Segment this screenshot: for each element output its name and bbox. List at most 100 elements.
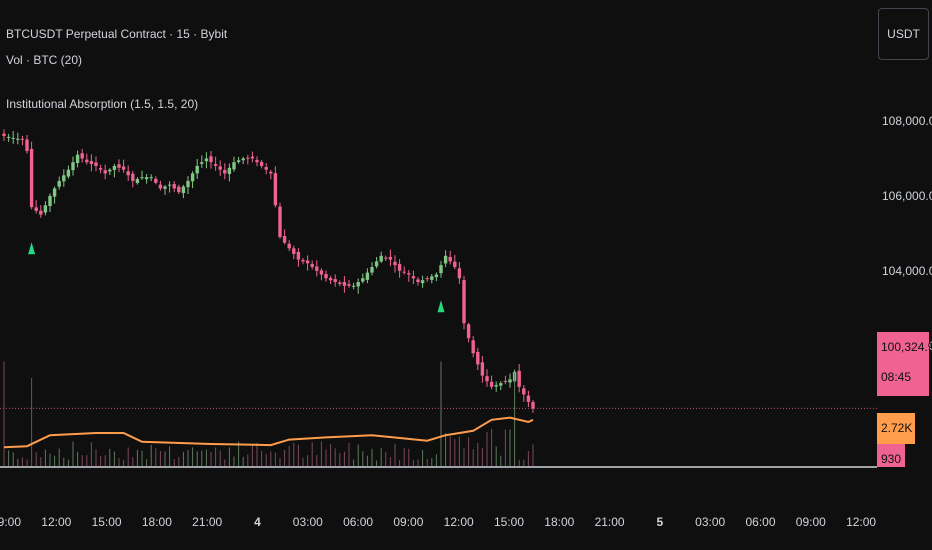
candle xyxy=(43,205,48,213)
price-tick-label: 108,000.0 xyxy=(882,114,932,128)
candle xyxy=(52,188,57,197)
volume-bar xyxy=(431,458,433,466)
candle xyxy=(57,180,61,187)
candle xyxy=(66,169,71,177)
candle xyxy=(218,166,222,170)
volume-bar xyxy=(141,450,143,466)
volume-bar xyxy=(127,447,129,466)
volume-bar xyxy=(192,447,194,466)
candle xyxy=(154,178,158,183)
last-price-tag: 100,324.9 08:45 xyxy=(877,332,932,396)
volume-bar xyxy=(164,451,166,466)
volume-bar xyxy=(495,446,497,466)
candle xyxy=(531,401,535,409)
candle xyxy=(16,138,20,140)
candle xyxy=(71,162,75,171)
volume-bar xyxy=(394,443,396,466)
candle xyxy=(39,210,43,215)
candle xyxy=(20,138,25,140)
candle xyxy=(393,261,397,266)
volume-bar xyxy=(247,454,249,466)
time-tick-label: 03:00 xyxy=(695,515,726,529)
volume-bar xyxy=(504,429,506,466)
currency-button[interactable]: USDT xyxy=(878,8,929,60)
candle xyxy=(397,264,402,271)
candle xyxy=(117,164,121,168)
candle xyxy=(48,195,52,207)
volume-bar xyxy=(81,455,83,466)
time-tick-label: 09:00 xyxy=(0,515,22,529)
candle xyxy=(407,273,411,275)
time-tick-label: 18:00 xyxy=(544,515,575,529)
volume-bar xyxy=(12,452,14,466)
candle xyxy=(416,279,420,283)
candle xyxy=(379,255,383,262)
volume-bar xyxy=(334,448,336,466)
candle xyxy=(310,263,314,268)
volume-bar xyxy=(205,449,207,466)
volume-bar xyxy=(353,459,355,466)
candle xyxy=(457,268,462,279)
candle xyxy=(177,186,181,193)
volume-bar xyxy=(316,455,318,466)
volume-bar xyxy=(238,441,240,466)
candle xyxy=(430,276,434,280)
candle xyxy=(324,274,328,279)
time-tick-label: 5 xyxy=(656,515,664,529)
time-tick-label: 12:00 xyxy=(443,515,474,529)
candle xyxy=(305,260,310,264)
volume-bar xyxy=(224,459,226,466)
volume-bar xyxy=(242,456,244,466)
candle xyxy=(439,265,443,274)
volume-bar xyxy=(297,444,299,466)
volume-bar xyxy=(288,445,290,466)
volume-bar xyxy=(136,449,138,466)
volume-bar xyxy=(233,456,235,466)
candle xyxy=(402,271,406,273)
volume-bar xyxy=(426,458,428,466)
volume-bar xyxy=(389,457,391,466)
candle xyxy=(11,137,15,139)
volume-bar xyxy=(196,451,198,466)
candle xyxy=(140,177,144,179)
candle xyxy=(112,165,117,170)
volume-bar xyxy=(486,431,488,466)
candle xyxy=(213,164,218,166)
candle xyxy=(227,167,232,175)
candle xyxy=(149,177,153,179)
volume-bar xyxy=(31,378,33,466)
volume-bar xyxy=(481,447,483,466)
candle xyxy=(282,236,287,243)
candle xyxy=(103,170,107,174)
volume-bar xyxy=(343,451,345,466)
candle xyxy=(374,261,379,267)
volume-bar xyxy=(72,441,74,466)
candle xyxy=(499,383,503,386)
candle xyxy=(259,161,264,166)
candle xyxy=(485,376,489,382)
candle xyxy=(315,266,319,271)
price-tick-label: 106,000.0 xyxy=(882,188,932,203)
volume-bar xyxy=(412,460,414,466)
volume-bar xyxy=(109,448,111,466)
last-price-value: 100,324.9 xyxy=(881,340,932,354)
candle xyxy=(255,159,259,163)
candle xyxy=(480,362,485,376)
volume-bar xyxy=(26,459,28,466)
candle xyxy=(264,167,268,170)
candle xyxy=(195,165,199,174)
candle xyxy=(296,251,301,260)
volume-bar xyxy=(228,447,230,466)
volume-bar xyxy=(491,428,493,466)
volume-bar xyxy=(146,459,148,466)
time-tick-label: 15:00 xyxy=(493,515,525,529)
volume-bar xyxy=(40,457,42,466)
candle xyxy=(278,206,282,238)
volume-bar xyxy=(270,451,272,466)
volume-bar xyxy=(408,448,410,466)
volume-bar xyxy=(90,442,92,466)
volume-bar xyxy=(445,433,447,466)
candle xyxy=(342,282,347,286)
volume-bar xyxy=(518,459,520,466)
